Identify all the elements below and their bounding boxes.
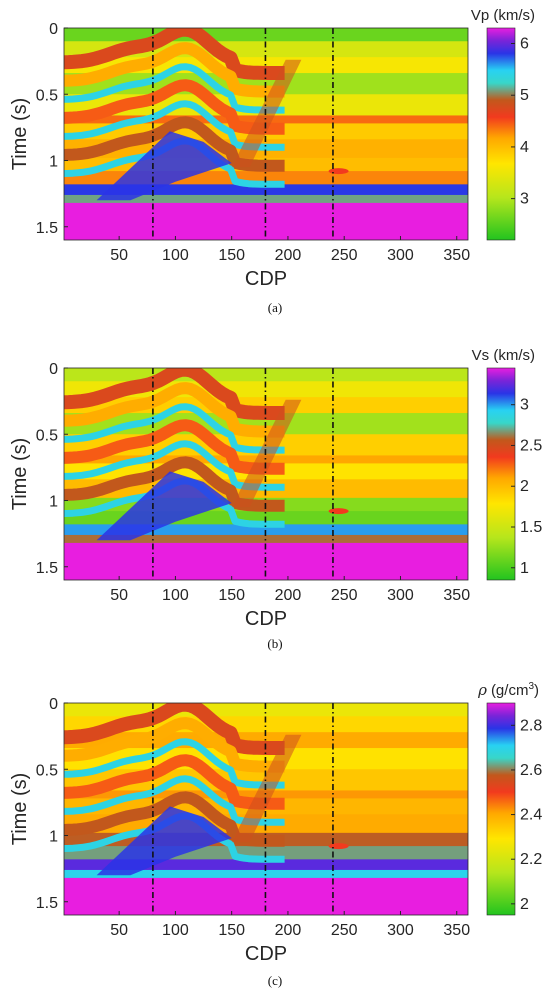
y-axis-label: Time (s) [9,438,31,511]
y-tick-label: 0 [49,361,58,378]
y-tick-label: 1 [49,829,58,846]
colorbar-title-symbol: ρ [477,681,487,699]
colorbar-title: Vs (km/s) [472,347,535,364]
fold-horizon [64,382,287,438]
fold-horizon [64,28,288,80]
colorbar-tick-label: 4 [520,139,529,156]
x-tick-label: 250 [331,247,358,264]
y-tick-label: 0.5 [36,427,58,444]
fault-zone [231,59,302,168]
x-tick-label: 200 [275,922,302,939]
colorbar-tick-label: 2.5 [520,437,542,454]
x-tick-label: 150 [218,922,245,939]
fold-horizon [64,754,287,810]
colorbar-title-unit: (g/cm [491,682,529,699]
fault-zone [231,734,302,843]
panel-b: 50 100 150 200 250 300 350 0 0.5 1 1.5 CDP Time (s) 3… [9,347,542,651]
y-tick-label: 0 [49,696,58,713]
fold-horizon [64,42,287,98]
colorbar-title-close: ) [534,682,539,699]
x-axis-label: CDP [245,268,287,290]
colorbar-title: ρ (g/cm3) [477,681,539,699]
x-tick-label: 300 [387,247,414,264]
panel-caption: (c) [268,973,282,988]
x-tick-label: 50 [110,587,128,604]
colorbar-tick-label: 5 [520,87,529,104]
thrust-wedge [96,131,232,201]
axes-frame [63,27,469,241]
x-tick-label: 200 [275,247,302,264]
x-tick-label: 250 [331,922,358,939]
x-tick-label: 350 [443,587,470,604]
x-axis-label: CDP [245,608,287,630]
x-tick-label: 300 [387,922,414,939]
fold-horizon [64,419,287,475]
fold-horizon [64,368,288,420]
y-tick-label: 1.5 [36,560,58,577]
colorbar [486,702,516,916]
y-tick-label: 1 [49,494,58,511]
axes-frame [63,367,469,581]
colorbar-tick-label: 2 [520,896,529,913]
thrust-wedge [96,806,232,876]
x-tick-label: 50 [110,922,128,939]
panel-caption: (a) [268,300,282,315]
colorbar-tick-label: 6 [520,36,529,53]
y-tick-label: 1.5 [36,895,58,912]
x-tick-label: 150 [218,587,245,604]
fold-horizon [64,738,285,789]
x-tick-label: 100 [162,247,189,264]
x-tick-label: 350 [443,247,470,264]
panel-a: 50 100 150 200 250 300 350 0 0.5 1 1.5 CDP Time (s) 6… [9,7,535,315]
colorbar-tick-label: 3 [520,191,529,208]
fold-horizon [64,63,285,114]
y-tick-label: 0.5 [36,762,58,779]
colorbar-tick-label: 2 [520,478,529,495]
colorbar-tick-label: 2.8 [520,717,542,734]
x-tick-label: 100 [162,922,189,939]
colorbar-title: Vp (km/s) [471,7,535,24]
x-tick-label: 250 [331,587,358,604]
layer [64,184,468,196]
x-tick-label: 150 [218,247,245,264]
fold-horizon [64,717,287,773]
y-tick-label: 1 [49,154,58,171]
layer [64,859,468,871]
y-axis-label: Time (s) [9,98,31,171]
x-tick-label: 100 [162,587,189,604]
anomaly [328,843,349,850]
fold-horizon [64,79,287,135]
y-tick-label: 0 [49,21,58,38]
colorbar-tick-label: 1.5 [520,519,542,536]
y-tick-label: 1.5 [36,220,58,237]
fold-horizon [64,403,285,454]
fold-horizon [64,703,288,755]
colorbar-title-sup: 3 [528,681,534,692]
y-axis-label: Time (s) [9,773,31,846]
anomaly [328,168,349,175]
colorbar-tick-label: 2.6 [520,762,542,779]
panel-c: 50 100 150 200 250 300 350 0 0.5 1 1.5 CDP Time (s) 2… [9,681,542,988]
colorbar-tick-label: 2.2 [520,851,542,868]
thrust-wedge [96,471,232,541]
x-axis-label: CDP [245,943,287,965]
fault-zone [231,399,302,508]
colorbar-tick-label: 2.4 [520,807,542,824]
colorbar-tick-label: 1 [520,560,529,577]
axes-frame [63,702,469,916]
colorbar [486,27,516,241]
anomaly [328,508,349,515]
x-tick-label: 350 [443,922,470,939]
layer [64,524,468,536]
panel-caption: (b) [267,636,282,651]
colorbar [486,367,516,581]
x-tick-label: 200 [275,587,302,604]
colorbar-tick-label: 3 [520,397,529,414]
y-tick-label: 0.5 [36,87,58,104]
x-tick-label: 50 [110,247,128,264]
x-tick-label: 300 [387,587,414,604]
